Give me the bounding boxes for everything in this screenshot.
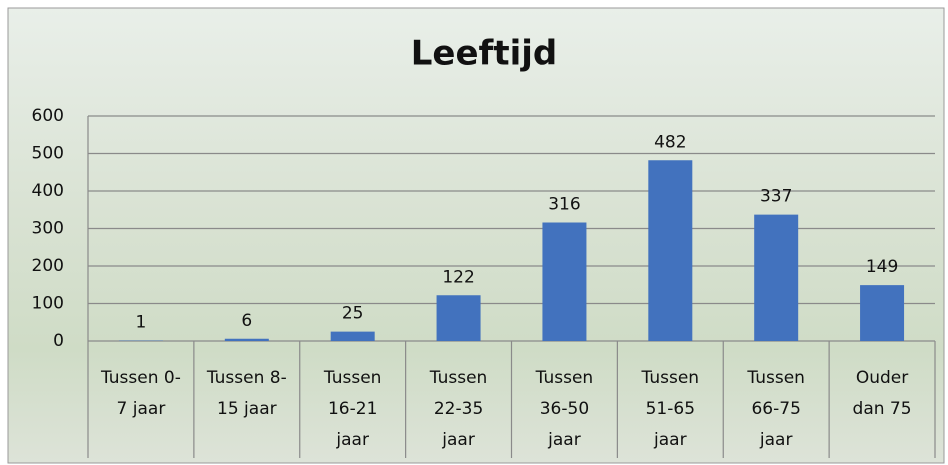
x-tick-label: jaar — [653, 430, 687, 450]
x-tick-label: Tussen — [535, 368, 594, 388]
x-tick-label: jaar — [441, 430, 475, 450]
x-tick-label: jaar — [335, 430, 369, 450]
x-tick-label: Tussen 8- — [206, 368, 287, 388]
y-tick-label: 600 — [32, 106, 64, 126]
y-tick-label: 400 — [32, 181, 64, 201]
chart: Leeftijd 0 100 200 300 400 500 600 Tussen 0- 7 j… — [0, 0, 948, 465]
data-label: 6 — [241, 311, 252, 331]
x-tick-label: 22-35 — [434, 399, 483, 419]
bar — [225, 339, 269, 341]
x-tick-label: Tussen — [429, 368, 488, 388]
y-tick-label: 0 — [53, 331, 64, 351]
data-label: 1 — [136, 313, 147, 333]
y-tick-label: 500 — [32, 144, 64, 164]
x-tick-label: jaar — [759, 430, 793, 450]
x-tick-label: 7 jaar — [117, 399, 166, 419]
data-label: 316 — [548, 195, 580, 215]
x-tick-label: Tussen 0- — [100, 368, 181, 388]
bar — [648, 160, 692, 341]
x-tick-label: dan 75 — [853, 399, 912, 419]
x-tick-label: 36-50 — [540, 399, 589, 419]
x-tick-label: jaar — [547, 430, 581, 450]
x-tick-label: 51-65 — [646, 399, 695, 419]
data-label: 122 — [442, 267, 474, 287]
x-tick-label: Tussen — [746, 368, 805, 388]
bar — [331, 332, 375, 341]
data-label: 149 — [866, 257, 898, 277]
x-tick-label: Ouder — [856, 368, 908, 388]
x-tick-label: Tussen — [641, 368, 700, 388]
data-label: 337 — [760, 187, 792, 207]
y-tick-label: 300 — [32, 219, 64, 239]
x-tick-label: 15 jaar — [217, 399, 277, 419]
chart-title: Leeftijd — [411, 34, 557, 74]
data-label: 482 — [654, 132, 686, 152]
data-label: 25 — [342, 304, 364, 324]
bar — [437, 295, 481, 341]
x-tick-label: 16-21 — [328, 399, 377, 419]
bar — [860, 285, 904, 341]
bar — [754, 215, 798, 341]
chart-background — [8, 8, 944, 463]
y-tick-label: 200 — [32, 256, 64, 276]
x-tick-label: 66-75 — [751, 399, 800, 419]
bar — [542, 223, 586, 342]
x-tick-label: Tussen — [323, 368, 382, 388]
y-tick-label: 100 — [32, 294, 64, 314]
